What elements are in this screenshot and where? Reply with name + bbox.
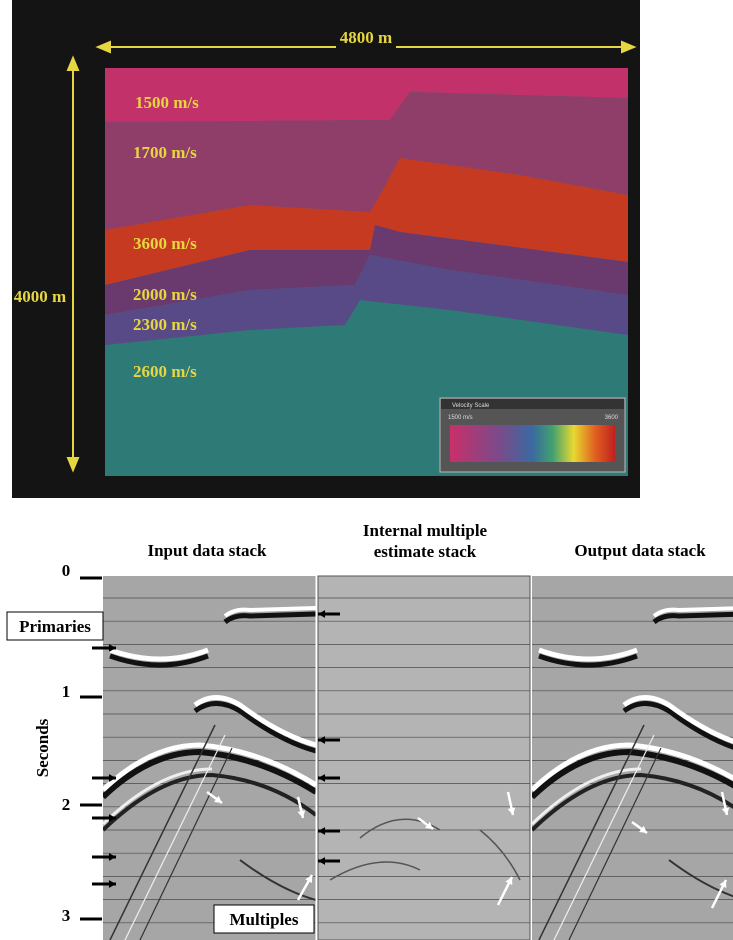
arrow-head xyxy=(108,880,116,888)
layer-label: 3600 m/s xyxy=(133,234,197,253)
label-bg xyxy=(14,285,69,307)
colorbar xyxy=(450,425,615,462)
time-axis-label: Seconds xyxy=(33,718,52,777)
arrow-head xyxy=(66,55,80,71)
layer-1700 xyxy=(105,92,628,230)
colorbar-max: 3600 xyxy=(605,415,619,421)
layer-label: 1500 m/s xyxy=(135,93,199,112)
label-bg xyxy=(336,28,396,48)
arrow-head xyxy=(108,774,116,782)
arrow-head xyxy=(66,457,80,473)
arrow-head xyxy=(721,807,730,815)
multiples-label: Multiples xyxy=(230,910,299,929)
arrow-head xyxy=(108,814,116,822)
estimate-events xyxy=(329,818,521,881)
panel-title: Internal multiple xyxy=(363,521,488,540)
arrow-head xyxy=(639,825,647,833)
arrow-head xyxy=(507,807,516,815)
arrow-head xyxy=(108,853,116,861)
panel-title: Input data stack xyxy=(147,541,267,560)
layer-3600 xyxy=(105,158,628,285)
white-arrows xyxy=(206,790,730,909)
time-tick-label: 1 xyxy=(62,682,71,701)
panel-output xyxy=(532,576,733,940)
panel-estimate xyxy=(317,575,531,940)
event xyxy=(329,861,421,881)
colorbar-title: Velocity Scale xyxy=(452,403,490,409)
arrow-head xyxy=(318,736,326,744)
arrow-head xyxy=(305,875,312,883)
black-arrows xyxy=(92,610,340,888)
arrow-head xyxy=(505,877,513,885)
layer-2300 xyxy=(105,255,628,345)
arrow-head xyxy=(425,821,433,829)
time-tick-label: 3 xyxy=(62,906,71,925)
arrow-head xyxy=(214,795,222,803)
panel-input xyxy=(103,576,316,940)
event xyxy=(359,818,441,839)
arrow-head xyxy=(621,40,637,54)
layer-label: 2600 m/s xyxy=(133,362,197,381)
arrow-head xyxy=(318,610,326,618)
event xyxy=(479,829,521,881)
width-label: 4800 m xyxy=(340,28,392,47)
panel-title: Output data stack xyxy=(574,541,706,560)
arrow-head xyxy=(297,810,306,818)
layer-label: 2000 m/s xyxy=(133,285,197,304)
layer-2000 xyxy=(105,225,628,315)
panel-title: estimate stack xyxy=(374,542,477,561)
arrow-head xyxy=(318,774,326,782)
time-lines xyxy=(103,597,733,924)
time-ticks xyxy=(80,576,102,921)
primaries-label: Primaries xyxy=(19,617,91,636)
layer-1500 xyxy=(105,68,628,122)
time-tick-label: 2 xyxy=(62,795,71,814)
colorbar-min: 1500 m/s xyxy=(448,415,473,421)
depth-label: 4000 m xyxy=(14,287,66,306)
arrow-head xyxy=(719,880,727,888)
arrow-head xyxy=(318,827,326,835)
arrow-head xyxy=(108,644,116,652)
arrow-head xyxy=(318,857,326,865)
layer-label: 1700 m/s xyxy=(133,143,197,162)
colorbar-titlebar xyxy=(441,399,624,409)
layer-label: 2300 m/s xyxy=(133,315,197,334)
primaries-box xyxy=(6,611,104,641)
arrow-head xyxy=(95,40,111,54)
multiples-box xyxy=(213,904,315,934)
time-tick-label: 0 xyxy=(62,561,71,580)
